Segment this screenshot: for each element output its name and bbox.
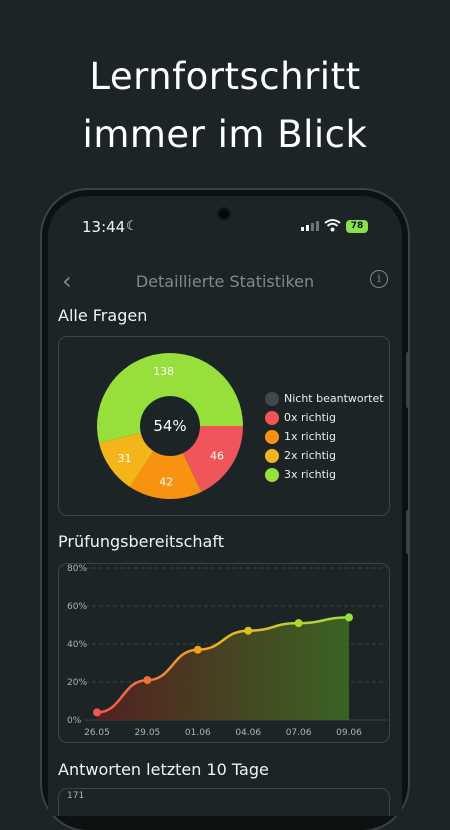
data-point: [143, 676, 152, 685]
headline-line-2: immer im Blick: [82, 113, 368, 156]
legend-item-not-answered: Nicht beantwortet: [265, 389, 384, 408]
y-tick-label: 80%: [67, 564, 87, 574]
page-title: Detaillierte Statistiken: [135, 272, 315, 291]
back-arrow-icon[interactable]: ‹: [62, 267, 72, 295]
x-tick-label: 29.05: [135, 728, 161, 738]
donut-slice: [129, 451, 202, 499]
data-point: [294, 619, 303, 628]
donut-chart: 46 42 31 138 54%: [96, 352, 243, 499]
moon-icon: ☾: [126, 219, 138, 234]
section-title-answers-last-days: Antworten letzten 10 Tage: [58, 760, 269, 779]
legend-swatch: [265, 410, 279, 425]
wifi-icon: [324, 219, 341, 232]
promo-headline: Lernfortschritt immer im Blick: [0, 48, 450, 164]
data-point: [93, 708, 101, 717]
power-button: [406, 510, 410, 554]
legend-label: 3x richtig: [284, 468, 336, 481]
line-chart-card: 0% 20% 40% 60% 80% 26.05 29.05 01.06 04.06 07.06 0…: [58, 563, 390, 743]
info-icon[interactable]: i: [370, 270, 388, 288]
donut-slice: [96, 352, 243, 443]
section-title-all-questions: Alle Fragen: [58, 306, 148, 325]
volume-button: [406, 352, 410, 408]
app-screen: 13:44 ☾ 78 ‹ Detaillierte Statistiken i …: [48, 196, 402, 816]
legend-swatch: [265, 448, 279, 463]
donut-hole: [141, 397, 199, 455]
donut-legend: Nicht beantwortet 0x richtig 1x richtig …: [265, 389, 384, 484]
bar-chart-y-label: 171: [67, 791, 85, 801]
legend-item-1x: 1x richtig: [265, 427, 384, 446]
signal-icon: [301, 221, 319, 231]
donut-slice-label: 138: [153, 365, 174, 378]
x-tick-label: 01.06: [185, 728, 211, 738]
legend-item-0x: 0x richtig: [265, 408, 384, 427]
legend-swatch: [265, 429, 279, 444]
legend-label: 0x richtig: [284, 411, 336, 424]
donut-slice: [98, 432, 154, 488]
y-tick-label: 0%: [67, 716, 82, 726]
legend-swatch: [265, 391, 279, 406]
y-tick-label: 20%: [67, 678, 87, 688]
legend-label: Nicht beantwortet: [284, 392, 384, 405]
data-point: [244, 626, 253, 635]
headline-line-1: Lernfortschritt: [89, 55, 361, 98]
legend-label: 2x richtig: [284, 449, 336, 462]
legend-item-2x: 2x richtig: [265, 446, 384, 465]
x-tick-label: 04.06: [235, 728, 261, 738]
section-title-exam-readiness: Prüfungsbereitschaft: [58, 532, 224, 551]
bar-chart-card: 171: [58, 788, 390, 816]
legend-item-3x: 3x richtig: [265, 465, 384, 484]
x-tick-label: 09.06: [336, 728, 362, 738]
readiness-area: [97, 617, 349, 720]
data-point: [345, 613, 353, 622]
readiness-area-chart: 0% 20% 40% 60% 80% 26.05 29.05 01.06 04.06 07.06 0…: [67, 564, 387, 738]
status-time: 13:44: [82, 218, 126, 236]
y-tick-label: 40%: [67, 640, 87, 650]
donut-slice-label: 31: [118, 452, 132, 465]
app-bar: ‹ Detaillierte Statistiken i: [48, 266, 402, 296]
battery-icon: 78: [346, 220, 368, 233]
donut-slice-label: 46: [210, 450, 224, 463]
donut-center-label: 54%: [153, 417, 186, 435]
data-point: [193, 645, 202, 654]
x-tick-label: 26.05: [84, 728, 110, 738]
donut-slice: [182, 426, 243, 492]
donut-slice-label: 42: [159, 475, 173, 488]
y-tick-label: 60%: [67, 602, 87, 612]
camera-cutout: [219, 209, 229, 219]
status-bar: 13:44 ☾ 78: [48, 196, 402, 252]
x-tick-label: 07.06: [286, 728, 312, 738]
legend-label: 1x richtig: [284, 430, 336, 443]
donut-chart-card: 46 42 31 138 54% Nicht beantwortet 0x richt…: [58, 336, 390, 516]
legend-swatch: [265, 467, 279, 482]
